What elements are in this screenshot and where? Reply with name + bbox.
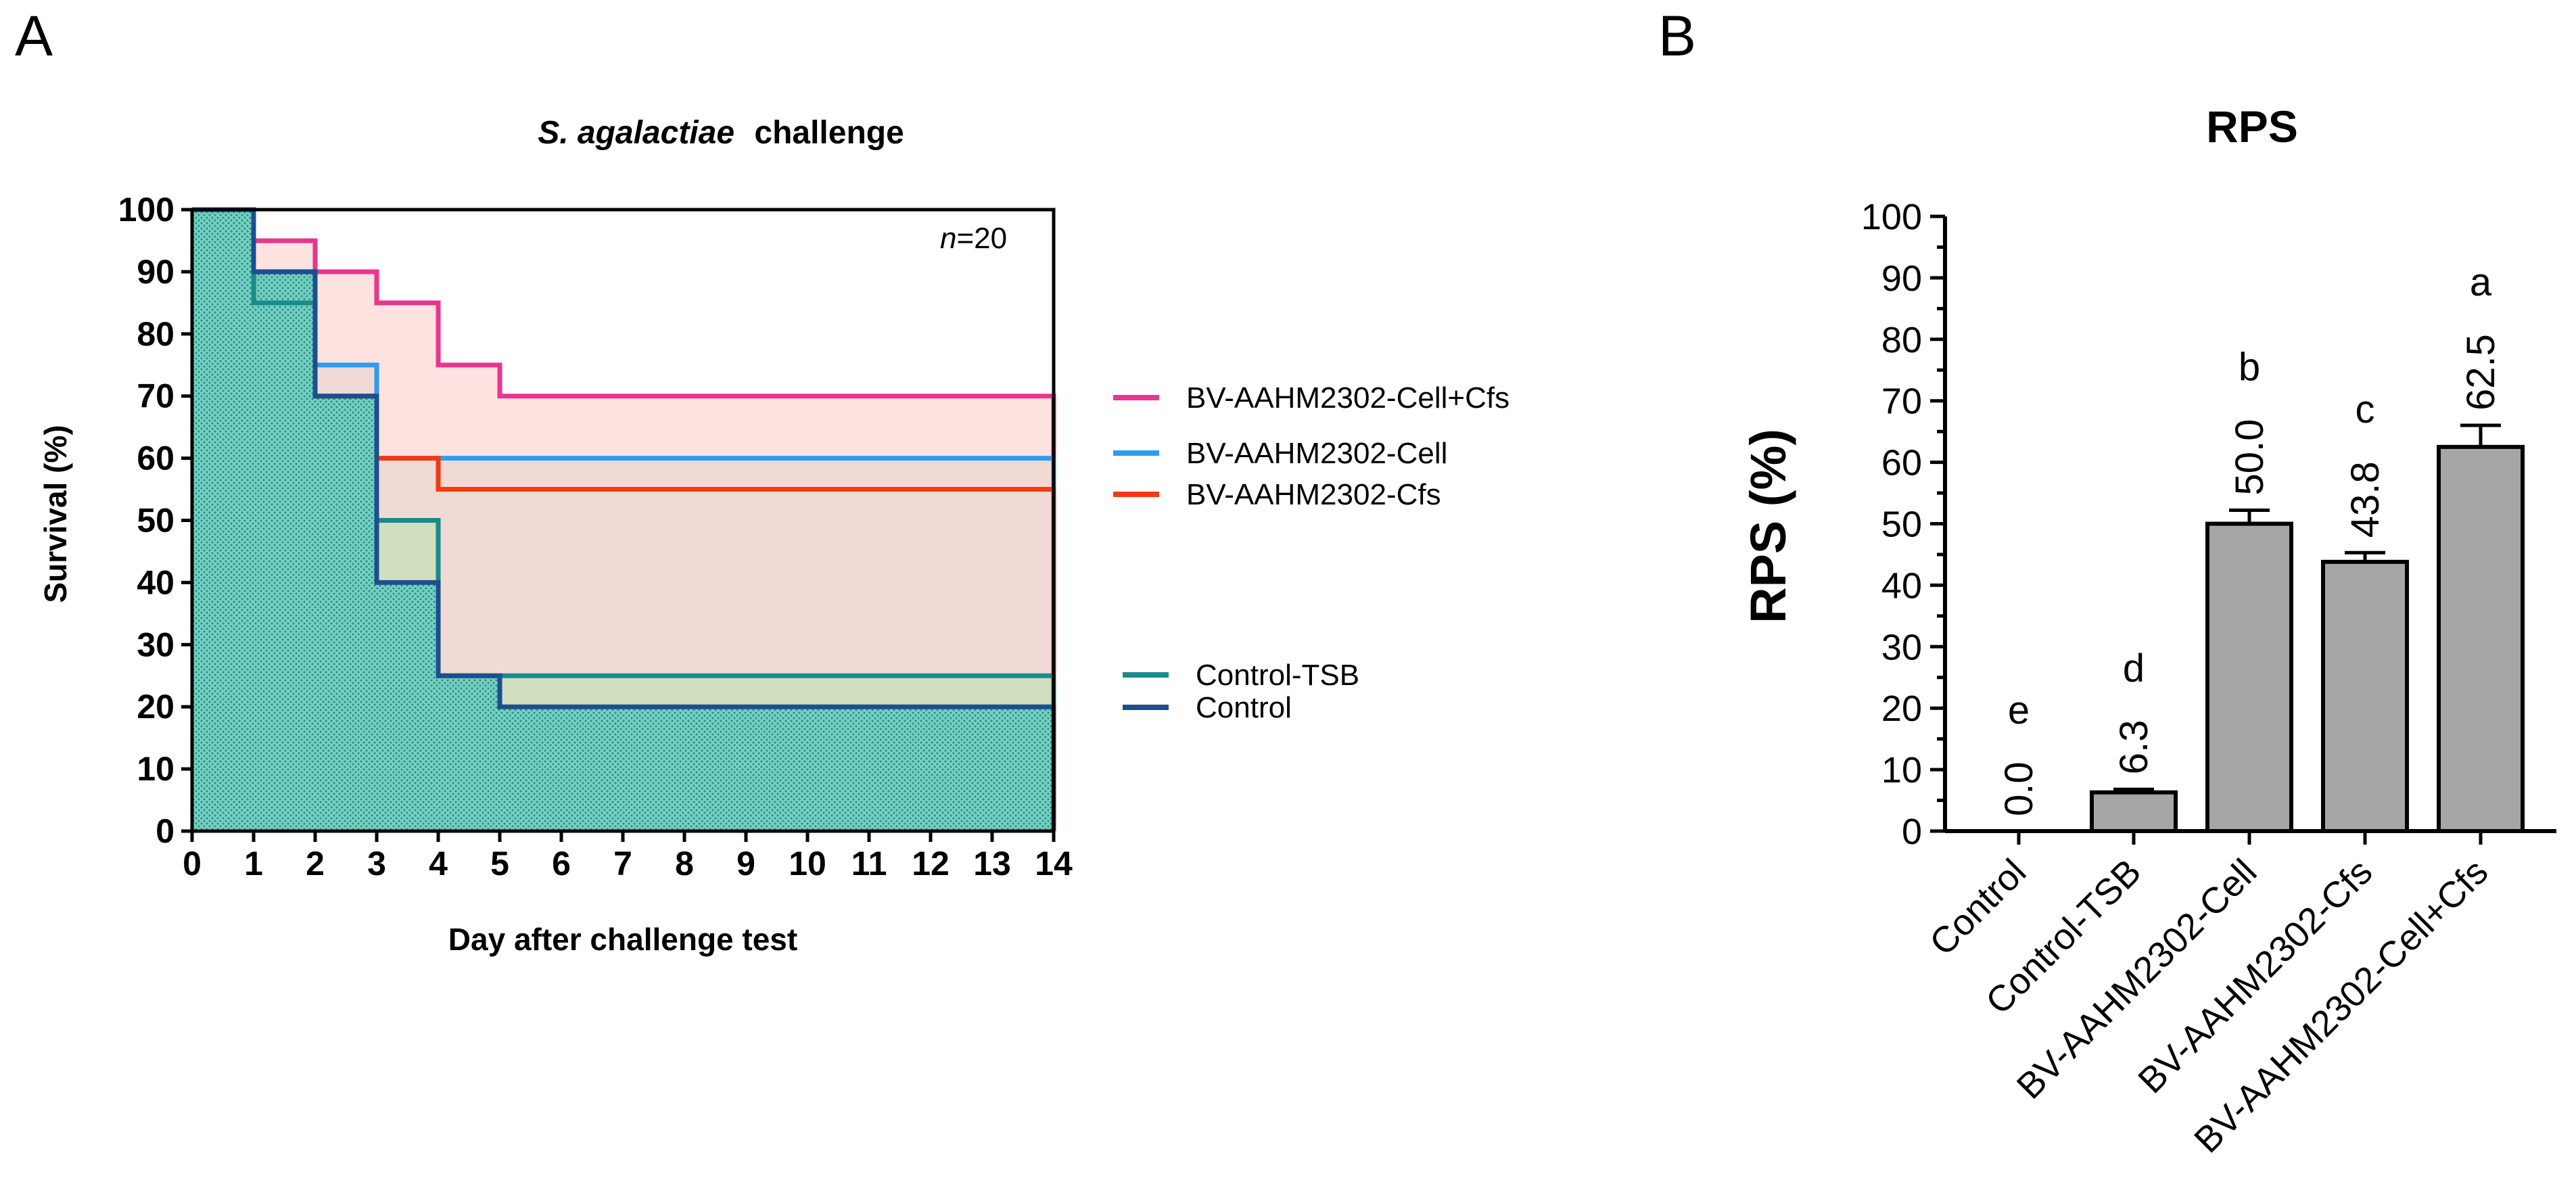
chart-a-x-axis: 0 1 2 3 4 5 6 7 8 9 10 11 12 13 14 <box>183 831 1073 882</box>
x-tick-label: 13 <box>973 845 1011 882</box>
legend-label: BV-AAHM2302-Cell <box>1186 437 1447 470</box>
chart-a-title: S. agalactiae challenge <box>538 115 904 151</box>
chart-a-title-rest: challenge <box>754 115 904 151</box>
significance-letter: c <box>2356 387 2375 431</box>
chart-a-y-axis: 0 10 20 30 40 50 60 70 80 90 100 <box>118 191 192 850</box>
x-tick-label: 7 <box>613 845 632 882</box>
chart-a-title-italic: S. agalactiae <box>538 115 734 151</box>
x-tick-label: 0 <box>183 845 202 882</box>
significance-letter: e <box>2008 688 2030 732</box>
x-tick-label: 3 <box>367 845 386 882</box>
chart-a-ylabel: Survival (%) <box>38 425 73 603</box>
chart-b-ylabel: RPS (%) <box>1740 429 1796 623</box>
chart-b-bars: 0.0 e 6.3 d 50.0 b 43.8 c 62.5 a <box>1997 260 2525 834</box>
chart-a-n-annotation: n=20 <box>940 222 1007 255</box>
data-label: 62.5 <box>2459 334 2503 410</box>
y-tick-label: 0 <box>156 812 174 850</box>
x-tick-label: 11 <box>851 845 887 882</box>
y-tick-label: 40 <box>1881 565 1922 606</box>
bar <box>2090 790 2178 834</box>
significance-letter: d <box>2123 646 2145 690</box>
x-tick-label: 14 <box>1035 845 1073 882</box>
significance-letter: a <box>2470 260 2492 304</box>
y-tick-label: 30 <box>137 626 174 663</box>
y-tick-label: 20 <box>1881 688 1922 729</box>
category-label: Control <box>1922 851 2034 964</box>
bar <box>2437 444 2525 833</box>
legend-label: Control <box>1196 691 1292 724</box>
significance-letter: b <box>2239 346 2260 390</box>
data-label: 43.8 <box>2343 461 2387 538</box>
bar <box>2205 521 2293 833</box>
y-tick-label: 100 <box>1861 197 1922 237</box>
legend-label: BV-AAHM2302-Cfs <box>1186 478 1441 511</box>
data-label: 6.3 <box>2112 720 2156 775</box>
y-tick-label: 10 <box>1881 750 1922 791</box>
chart-a-xlabel: Day after challenge test <box>448 922 797 957</box>
y-tick-label: 20 <box>137 688 174 726</box>
y-tick-label: 30 <box>1881 627 1922 667</box>
x-tick-label: 6 <box>552 845 571 882</box>
survival-fill-areas <box>192 210 1054 831</box>
x-tick-label: 8 <box>675 845 694 882</box>
survival-curves <box>192 207 1056 831</box>
y-tick-label: 100 <box>118 191 174 229</box>
panel-b-label: B <box>1658 4 1696 68</box>
data-label: 50.0 <box>2228 419 2272 496</box>
x-tick-label: 12 <box>912 845 950 882</box>
bar <box>2321 559 2409 833</box>
y-tick-label: 90 <box>1881 258 1922 299</box>
y-tick-label: 50 <box>137 502 174 540</box>
fill-control-dots <box>192 210 1054 831</box>
y-tick-label: 0 <box>1902 811 1922 852</box>
curve-control <box>192 207 1056 831</box>
y-tick-label: 40 <box>137 563 174 601</box>
y-tick-label: 90 <box>137 253 174 291</box>
panel-a-label: A <box>15 4 53 68</box>
y-tick-label: 80 <box>137 315 174 353</box>
x-tick-label: 2 <box>306 845 325 882</box>
y-tick-label: 50 <box>1881 504 1922 545</box>
n-annotation-italic: n <box>940 222 956 255</box>
y-tick-label: 70 <box>1881 381 1922 422</box>
y-tick-label: 80 <box>1881 320 1922 360</box>
x-tick-label: 5 <box>490 845 509 882</box>
x-tick-label: 9 <box>736 845 755 882</box>
y-tick-label: 60 <box>1881 443 1922 484</box>
y-tick-label: 60 <box>137 440 174 477</box>
chart-b-title: RPS <box>2206 101 2298 151</box>
y-tick-label: 10 <box>137 750 174 788</box>
x-tick-label: 10 <box>789 845 826 882</box>
chart-a-legend: BV-AAHM2302-Cell+Cfs BV-AAHM2302-Cell BV-A… <box>1113 381 1509 724</box>
legend-label: BV-AAHM2302-Cell+Cfs <box>1186 381 1509 415</box>
x-tick-label: 1 <box>244 845 263 882</box>
data-label: 0.0 <box>1997 761 2041 816</box>
n-annotation-rest: =20 <box>956 222 1007 255</box>
x-tick-label: 4 <box>429 845 448 882</box>
y-tick-label: 70 <box>137 377 174 415</box>
legend-label: Control-TSB <box>1196 659 1359 692</box>
